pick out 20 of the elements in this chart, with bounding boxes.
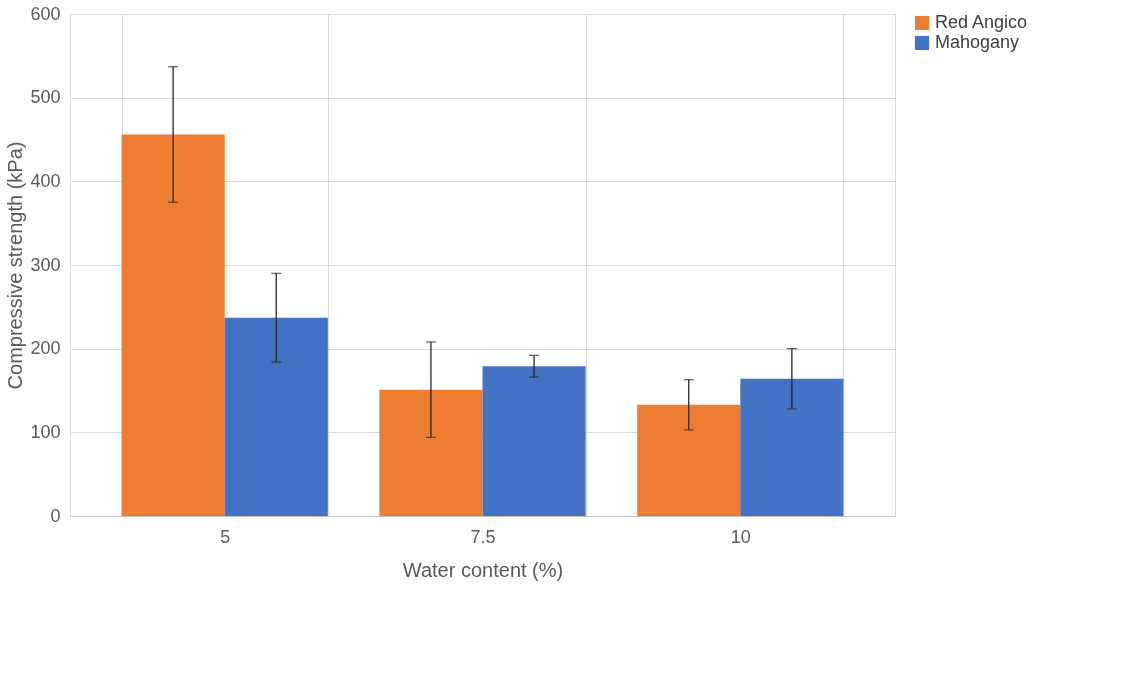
bar	[121, 134, 225, 516]
x-axis-title: Water content (%)	[402, 558, 564, 581]
x-tick-label: 5	[220, 526, 231, 547]
legend-label: Red Angico	[935, 12, 1028, 32]
y-tick-label: 0	[50, 505, 61, 526]
y-tick-label: 600	[30, 3, 61, 24]
legend-label: Mahogany	[935, 32, 1020, 52]
bar	[740, 378, 844, 516]
y-tick-label: 400	[30, 170, 61, 191]
x-tick-label: 7.5	[470, 526, 496, 547]
bar	[482, 366, 586, 516]
x-tick-label: 10	[730, 526, 751, 547]
y-tick-label: 200	[30, 338, 61, 359]
y-tick-label: 500	[30, 87, 61, 108]
bar	[637, 404, 741, 516]
bar	[379, 389, 483, 516]
y-axis-title: Compressive strength (kPa)	[4, 141, 27, 390]
bar	[224, 317, 328, 516]
y-tick-label: 300	[30, 254, 61, 275]
y-tick-label: 100	[30, 421, 61, 442]
